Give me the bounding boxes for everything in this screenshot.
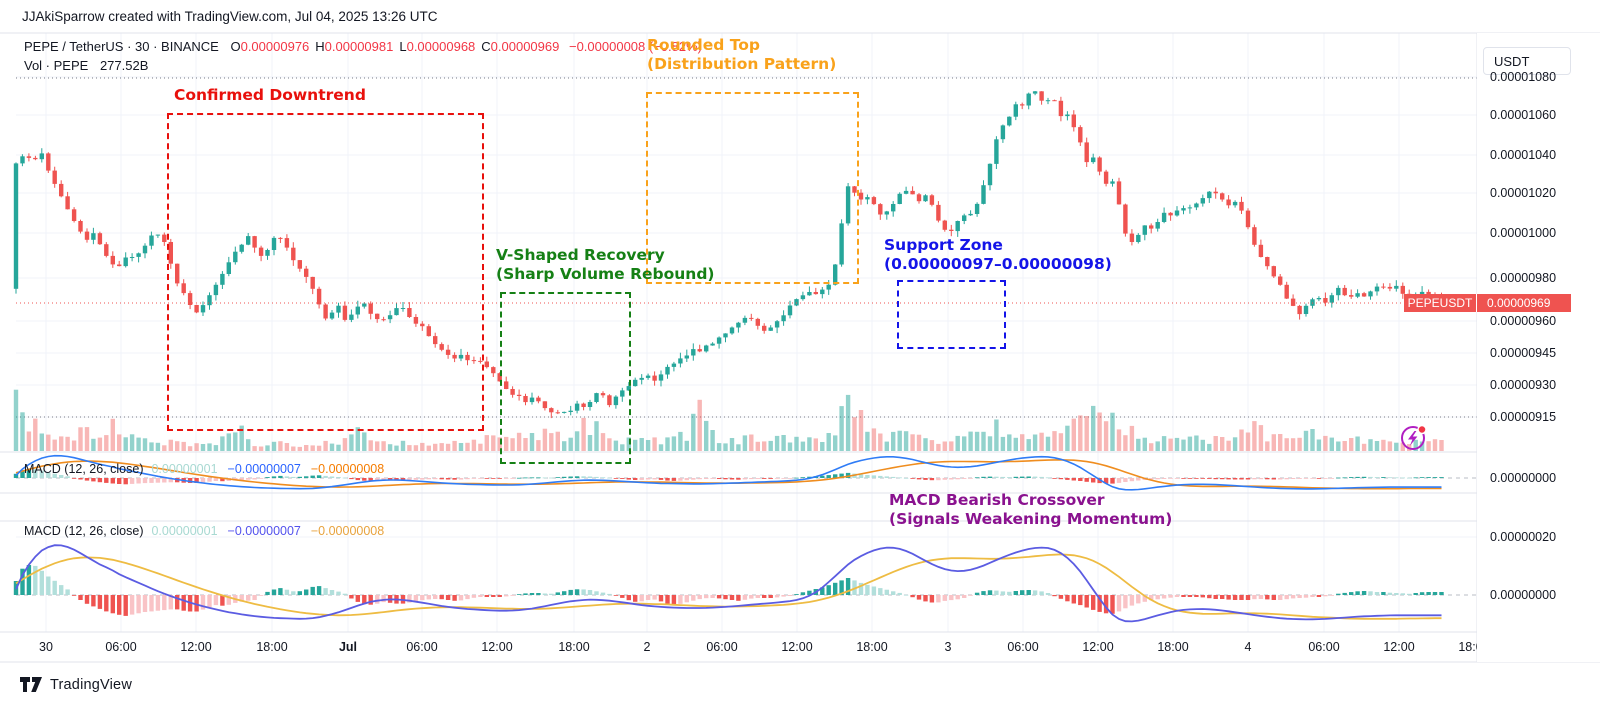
time-axis-label: 12:00: [1082, 640, 1114, 654]
macd-value: −0.00000007: [227, 462, 301, 476]
macd-line-pane1: [15, 454, 1442, 491]
macd-value: −0.00000008: [310, 524, 385, 538]
currency-button[interactable]: USDT: [1483, 47, 1571, 75]
annotation-text-macd-bearish-crossover: MACD Bearish Crossover (Signals Weakenin…: [889, 491, 1173, 528]
time-axis-label: 3: [944, 640, 952, 654]
price-axis-label: 0.00001020: [1490, 186, 1557, 200]
macd-axis-label: 0.00000020: [1490, 530, 1557, 544]
time-axis-label: 12:00: [781, 640, 813, 654]
annotation-text-rounded-top: Rounded Top (Distribution Pattern): [647, 36, 837, 73]
macd-value: −0.00000007: [227, 524, 301, 538]
annotation-box-confirmed-downtrend: [167, 113, 484, 431]
annotation-box-support-zone: [897, 280, 1006, 349]
candlestick-series: [13, 91, 1444, 419]
time-axis-label: Jul: [338, 640, 358, 654]
volume-legend[interactable]: Vol · PEPE 277.52B: [24, 58, 148, 73]
attribution-text: JJAkiSparrow created with TradingView.co…: [22, 9, 438, 24]
price-axis-label: 0.00000980: [1490, 271, 1557, 285]
last-price-symbol-chip: PEPEUSDT: [1404, 294, 1477, 312]
macd-histogram-pane1: [13, 469, 1444, 485]
time-axis-label: 18:00: [856, 640, 888, 654]
macd-value: 0.00000001: [151, 524, 218, 538]
time-axis-label: 06:00: [105, 640, 137, 654]
last-price-value-chip: 0.00000969: [1477, 294, 1571, 312]
symbol-title: PEPE / TetherUS · 30 · BINANCE: [24, 39, 219, 54]
time-axis-label: 30: [39, 640, 53, 654]
price-axis-label: 0.00001000: [1490, 226, 1557, 240]
macd-legend-1[interactable]: MACD (12, 26, close) 0.00000001 −0.0000000…: [24, 462, 394, 476]
time-axis-label: 12:00: [180, 640, 212, 654]
time-axis-label: 06:00: [406, 640, 438, 654]
ohlc-pair: O0.00000976: [230, 39, 310, 54]
macd-legend-2[interactable]: MACD (12, 26, close) 0.00000001 −0.0000000…: [24, 524, 394, 538]
volume-label: Vol · PEPE: [24, 58, 89, 73]
time-axis-label: 18:00: [1157, 640, 1189, 654]
price-axis-label: 0.00000960: [1490, 314, 1557, 328]
annotation-text-confirmed-downtrend: Confirmed Downtrend: [174, 86, 366, 104]
ohlc-pair: L0.00000968: [399, 39, 476, 54]
ohlc-pair: C0.00000969: [481, 39, 560, 54]
macd-signal-line-pane2: [15, 553, 1442, 620]
price-axis-label: 0.00001060: [1490, 108, 1557, 122]
time-axis-label: 06:00: [706, 640, 738, 654]
ohlc-values: O0.00000976 H0.00000981 L0.00000968 C0.0000…: [230, 39, 565, 54]
symbol-legend[interactable]: PEPE / TetherUS · 30 · BINANCE O0.000009…: [24, 39, 702, 54]
time-axis-label: 18:00: [558, 640, 590, 654]
annotation-box-v-shaped-recovery: [500, 292, 631, 464]
price-axis[interactable]: USDT 0.00001080 0.00001060 0.00001040 0.000…: [1477, 33, 1600, 662]
ohlc-pair: H0.00000981: [315, 39, 394, 54]
time-axis-label: 18:00: [256, 640, 288, 654]
price-axis-label: 0.00001040: [1490, 148, 1557, 162]
macd-histogram-pane2: [13, 565, 1444, 616]
time-axis-label: 18:00: [1458, 640, 1477, 654]
tradingview-logo-icon: [20, 677, 42, 692]
macd-axis-label: 0.00000000: [1490, 588, 1557, 602]
macd-line-pane2: [15, 544, 1442, 623]
boost-icon[interactable]: [1396, 421, 1432, 455]
macd-title: MACD (12, 26, close): [24, 462, 144, 476]
annotation-box-rounded-top: [646, 92, 859, 284]
price-axis-label: 0.00000945: [1490, 346, 1557, 360]
change-value: −0.00000008 (−0.82%): [568, 39, 702, 54]
time-axis-label: 06:00: [1007, 640, 1039, 654]
volume-series: [13, 389, 1444, 451]
price-axis-label: 0.00001080: [1490, 70, 1557, 84]
annotation-text-support-zone: Support Zone (0.00000097–0.00000098): [884, 236, 1112, 273]
time-axis-label: 12:00: [1383, 640, 1415, 654]
footer-brand[interactable]: TradingView: [20, 676, 132, 693]
time-axis-label: 12:00: [481, 640, 513, 654]
tradingview-brand-text: TradingView: [50, 676, 132, 693]
price-axis-label: 0.00000915: [1490, 410, 1557, 424]
annotation-text-v-shaped-recovery: V-Shaped Recovery (Sharp Volume Rebound): [496, 246, 715, 283]
volume-value: 277.52B: [99, 58, 149, 73]
time-axis-label: 4: [1244, 640, 1252, 654]
macd-axis-label: 0.00000000: [1490, 471, 1557, 485]
price-axis-label: 0.00000930: [1490, 378, 1557, 392]
macd-value: −0.00000008: [310, 462, 385, 476]
macd-title: MACD (12, 26, close): [24, 524, 144, 538]
time-axis-label: 2: [643, 640, 651, 654]
macd-value: 0.00000001: [151, 462, 218, 476]
time-axis[interactable]: 30 06:00 12:00 18:00 Jul 06:00 12:00 18:00 2 06:0…: [0, 632, 1477, 662]
time-axis-label: 06:00: [1308, 640, 1340, 654]
